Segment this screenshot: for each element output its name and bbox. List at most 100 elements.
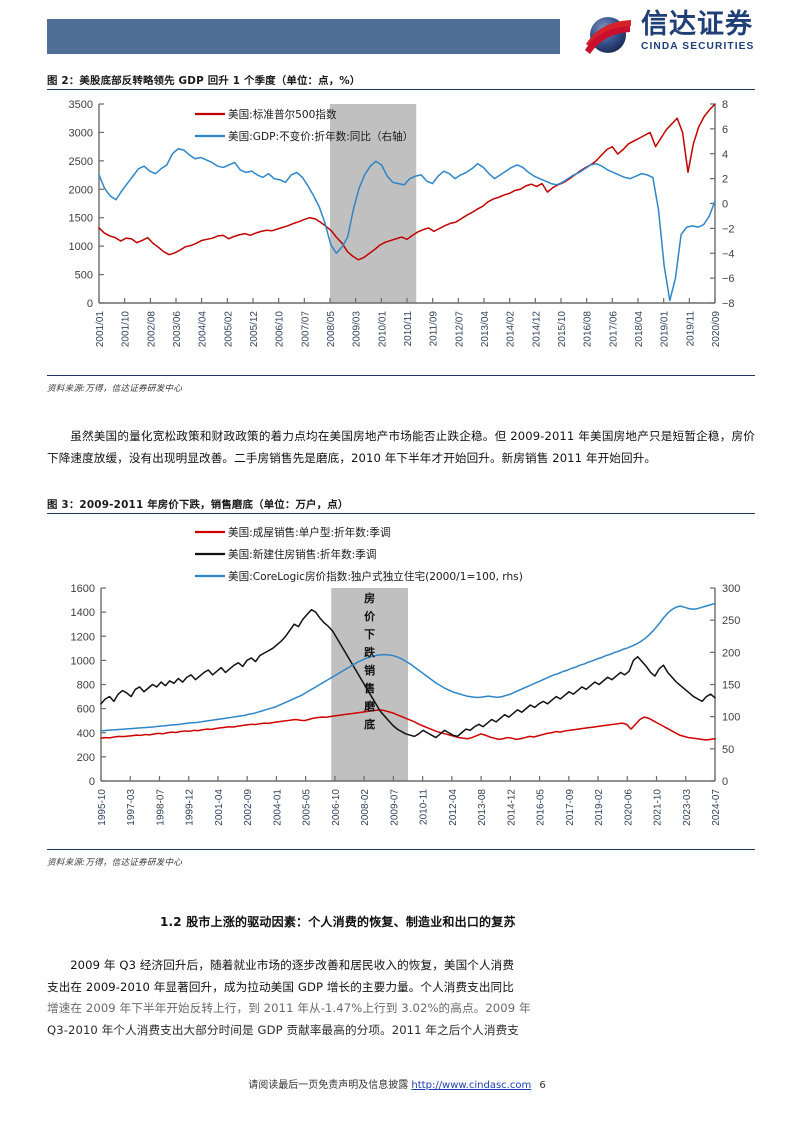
paragraph-line-1: 2009 年 Q3 经济回升后，随着就业市场的逐步改善和居民收入的恢复，美国个人… — [70, 958, 515, 972]
section-heading: 1.2 股市上涨的驱动因素：个人消费的恢复、制造业和出口的复苏 — [160, 915, 516, 929]
svg-text:2021-10: 2021-10 — [653, 789, 664, 826]
svg-text:2001/10: 2001/10 — [121, 311, 132, 348]
svg-text:100: 100 — [722, 712, 740, 724]
brand-name-cn: 信达证券 — [641, 9, 753, 40]
paragraph-line-3: 增速在 2009 年下半年开始反转上行，到 2011 年从-1.47%上行到 3… — [47, 1001, 531, 1015]
figure2-chart: 0 500 1000 1500 2000 2500 3000 3500 −8 −6 −4 −2 0 2 4 6… — [47, 92, 755, 375]
logo-mark-icon — [585, 17, 631, 54]
svg-text:2: 2 — [722, 174, 728, 186]
svg-text:0: 0 — [89, 776, 95, 788]
svg-text:2005-05: 2005-05 — [302, 789, 313, 826]
svg-text:2015/10: 2015/10 — [557, 311, 568, 348]
svg-text:2013-08: 2013-08 — [477, 789, 488, 826]
svg-text:房: 房 — [364, 591, 375, 605]
svg-text:1997-03: 1997-03 — [126, 789, 137, 826]
svg-text:2018/04: 2018/04 — [634, 311, 645, 348]
svg-text:2014/02: 2014/02 — [506, 311, 517, 348]
svg-text:200: 200 — [77, 752, 95, 764]
cinda-logo: 信达证券 CINDA SECURITIES — [583, 10, 773, 62]
svg-text:50: 50 — [722, 744, 734, 756]
svg-text:2010-11: 2010-11 — [419, 789, 430, 825]
svg-text:2008-02: 2008-02 — [360, 789, 371, 826]
svg-text:6: 6 — [722, 124, 728, 136]
svg-text:2016/08: 2016/08 — [583, 311, 594, 348]
svg-text:600: 600 — [77, 704, 95, 716]
header-band — [47, 19, 560, 54]
svg-text:2004-01: 2004-01 — [272, 789, 283, 826]
svg-text:2012-04: 2012-04 — [448, 789, 459, 826]
svg-text:2001/01: 2001/01 — [95, 311, 106, 348]
figure3-chart: 0 200 400 600 800 1000 1200 1400 1600 0 50 100 150 20… — [47, 516, 755, 849]
svg-text:2008/05: 2008/05 — [326, 311, 337, 348]
svg-text:2001-04: 2001-04 — [214, 789, 225, 826]
svg-text:−8: −8 — [722, 298, 735, 310]
figure3-title: 图 3：2009-2011 年房价下跌，销售磨底（单位：万户，点） — [47, 499, 349, 511]
svg-text:2019/01: 2019/01 — [660, 311, 671, 348]
svg-text:2007/07: 2007/07 — [300, 311, 311, 348]
svg-text:2014/12: 2014/12 — [531, 311, 542, 348]
svg-text:2017-09: 2017-09 — [565, 789, 576, 826]
figure2-bottom-rule — [47, 375, 755, 376]
svg-text:2002/08: 2002/08 — [146, 311, 157, 348]
svg-text:4: 4 — [722, 149, 728, 161]
figure2-source: 资料来源:万得，信达证券研发中心 — [47, 384, 183, 394]
svg-text:2006-10: 2006-10 — [331, 789, 342, 826]
svg-text:2016-05: 2016-05 — [536, 789, 547, 826]
figure3-bottom-rule — [47, 849, 755, 850]
svg-text:2020-06: 2020-06 — [623, 789, 634, 826]
svg-text:0: 0 — [87, 298, 93, 310]
svg-text:800: 800 — [77, 680, 95, 692]
svg-text:美国:GDP:不变价:折年数:同比（右轴）: 美国:GDP:不变价:折年数:同比（右轴） — [228, 130, 413, 143]
figure2-title: 图 2：美股底部反转略领先 GDP 回升 1 个季度（单位：点，%） — [47, 75, 361, 87]
svg-text:300: 300 — [722, 583, 740, 595]
svg-text:2019-02: 2019-02 — [594, 789, 605, 826]
paragraph-housing: 虽然美国的量化宽松政策和财政政策的着力点均在美国房地产市场能否止跌企稳。但 20… — [47, 429, 755, 465]
svg-text:2500: 2500 — [69, 156, 93, 168]
svg-text:2000: 2000 — [69, 184, 93, 196]
svg-text:2023-03: 2023-03 — [682, 789, 693, 826]
paragraph-line-2: 支出在 2009-2010 年显著回升，成为拉动美国 GDP 增长的主要力量。个… — [47, 979, 514, 994]
svg-text:0: 0 — [722, 199, 728, 211]
svg-text:2003/06: 2003/06 — [172, 311, 183, 348]
svg-text:美国:标准普尔500指数: 美国:标准普尔500指数 — [228, 108, 337, 121]
svg-text:−6: −6 — [722, 273, 735, 285]
svg-text:价: 价 — [364, 610, 376, 623]
footer-disclaimer: 请阅读最后一页免责声明及信息披露 — [248, 1080, 409, 1091]
svg-text:500: 500 — [75, 270, 93, 282]
svg-text:1999-12: 1999-12 — [185, 789, 196, 826]
svg-text:1998-07: 1998-07 — [155, 789, 166, 826]
page-number: 6 — [539, 1080, 546, 1091]
svg-text:2010/01: 2010/01 — [377, 311, 388, 348]
figure3-source: 资料来源:万得，信达证券研发中心 — [47, 858, 183, 868]
paragraph-line-4: Q3-2010 年个人消费支出大部分时间是 GDP 贡献率最高的分项。2011 … — [47, 1022, 519, 1037]
svg-text:2019/11: 2019/11 — [685, 311, 696, 347]
svg-text:1000: 1000 — [71, 655, 95, 667]
svg-text:−2: −2 — [722, 223, 735, 235]
svg-text:1600: 1600 — [71, 583, 95, 595]
svg-text:售: 售 — [363, 681, 375, 695]
footer-url-link[interactable]: http://www.cindasc.com — [411, 1080, 532, 1091]
svg-text:下: 下 — [364, 628, 375, 641]
svg-text:2004/04: 2004/04 — [198, 311, 209, 348]
svg-text:美国:新建住房销售:折年数:季调: 美国:新建住房销售:折年数:季调 — [228, 548, 376, 561]
svg-text:2017/06: 2017/06 — [608, 311, 619, 348]
svg-text:1000: 1000 — [69, 241, 93, 253]
svg-text:3500: 3500 — [69, 99, 93, 111]
svg-text:2010/11: 2010/11 — [403, 311, 414, 347]
svg-text:3000: 3000 — [69, 127, 93, 139]
svg-text:1400: 1400 — [71, 607, 95, 619]
svg-text:2005/12: 2005/12 — [249, 311, 260, 348]
figure3-top-rule — [47, 513, 755, 514]
svg-text:0: 0 — [722, 776, 728, 788]
paragraph-consumption: 2009 年 Q3 经济回升后，随着就业市场的逐步改善和居民收入的恢复，美国个人… — [47, 955, 755, 1041]
page-header: 信达证券 CINDA SECURITIES — [0, 0, 794, 72]
svg-text:2002-09: 2002-09 — [243, 789, 254, 826]
svg-text:底: 底 — [364, 717, 375, 731]
svg-text:美国:CoreLogic房价指数:独户式独立住宅(2000/: 美国:CoreLogic房价指数:独户式独立住宅(2000/1=100, rhs… — [228, 570, 523, 583]
svg-text:磨: 磨 — [363, 699, 376, 713]
figure2-top-rule — [47, 89, 755, 90]
svg-text:跌: 跌 — [364, 645, 376, 659]
svg-text:2009/03: 2009/03 — [352, 311, 363, 348]
svg-text:400: 400 — [77, 728, 95, 740]
